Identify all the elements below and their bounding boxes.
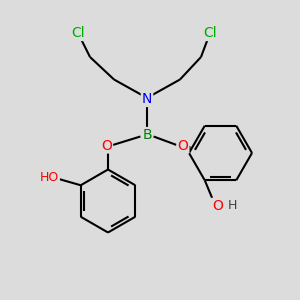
Text: N: N — [142, 92, 152, 106]
Text: Cl: Cl — [71, 26, 85, 40]
Text: B: B — [142, 128, 152, 142]
Text: O: O — [178, 139, 188, 152]
Text: O: O — [212, 199, 223, 213]
Text: Cl: Cl — [203, 26, 217, 40]
Text: H: H — [228, 199, 237, 212]
Text: O: O — [101, 139, 112, 152]
Text: HO: HO — [40, 171, 59, 184]
